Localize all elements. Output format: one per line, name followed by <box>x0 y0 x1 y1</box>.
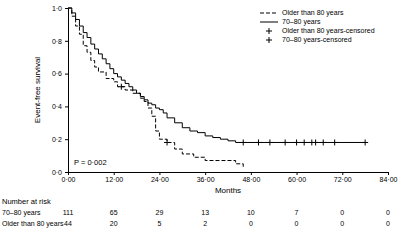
x-tick-label: 72·00 <box>334 176 352 183</box>
y-axis: 0·0 0·2 0·4 0·6 0·8 1·0 <box>52 5 69 176</box>
x-tick-mark <box>159 172 160 175</box>
legend-symbol <box>266 28 272 34</box>
x-tick-label: 60·00 <box>288 176 306 183</box>
x-tick-mark <box>251 172 252 175</box>
x-tick: 84·00 <box>380 172 398 183</box>
y-tick-label: 0·0 <box>52 169 62 176</box>
y-tick-label: 0·4 <box>52 103 62 110</box>
x-tick: 0·00 <box>61 172 75 183</box>
survival-curve <box>68 8 243 169</box>
y-axis-title: Event-free survival <box>33 57 42 123</box>
risk-row-label: 70–80 years <box>2 209 41 217</box>
risk-count: 0 <box>340 209 344 216</box>
risk-count: 13 <box>201 209 209 216</box>
risk-count: 0 <box>386 209 390 216</box>
y-tick-mark <box>65 139 68 140</box>
y-tick: 0·2 <box>52 136 68 143</box>
censor-mark <box>240 139 246 145</box>
x-tick-label: 24·00 <box>151 176 169 183</box>
legend-label: 70–80 years-censored <box>282 36 352 44</box>
risk-count: 111 <box>63 209 74 216</box>
censor-mark <box>362 139 368 145</box>
y-tick: 0·4 <box>52 103 68 110</box>
censor-mark <box>294 139 300 145</box>
x-tick-label: 36·00 <box>197 176 215 183</box>
x-axis: 0·00 12·00 24·00 36·00 48·00 60·00 72·00 84·00 <box>61 172 397 183</box>
x-tick: 36·00 <box>197 172 215 183</box>
censor-mark <box>332 139 338 145</box>
risk-count: 0 <box>295 220 299 227</box>
risk-table-title: Number at risk <box>2 197 51 206</box>
y-tick-label: 0·6 <box>52 70 62 77</box>
censor-mark <box>267 139 273 145</box>
censor-mark <box>255 139 261 145</box>
y-tick-label: 0·8 <box>52 38 62 45</box>
x-tick-mark <box>297 172 298 175</box>
x-tick-label: 12·00 <box>105 176 123 183</box>
legend-label: Older than 80 years <box>282 9 344 17</box>
risk-count: 0 <box>249 220 253 227</box>
x-axis-title: Months <box>215 186 241 195</box>
y-tick-mark <box>65 106 68 107</box>
risk-count: 0 <box>340 220 344 227</box>
risk-count: 44 <box>64 220 72 227</box>
x-tick: 72·00 <box>334 172 352 183</box>
y-tick: 0·6 <box>52 70 68 77</box>
x-tick: 48·00 <box>242 172 260 183</box>
legend-label: Older than 80 years-censored <box>282 27 375 35</box>
x-tick-label: 0·00 <box>61 176 75 183</box>
legend-label: 70–80 years <box>282 18 321 26</box>
x-tick-label: 84·00 <box>380 176 398 183</box>
x-tick-mark <box>342 172 343 175</box>
y-tick-mark <box>65 172 68 173</box>
plot: 0·0012·0024·0036·0048·0060·0072·0084·000… <box>33 5 398 195</box>
risk-count: 29 <box>156 209 164 216</box>
censor-mark <box>164 139 170 145</box>
risk-count: 65 <box>110 209 118 216</box>
y-tick: 1·0 <box>52 5 68 12</box>
y-axis-line <box>65 9 69 173</box>
censor-mark <box>118 84 124 90</box>
y-tick: 0·0 <box>52 169 68 176</box>
x-tick: 12·00 <box>105 172 123 183</box>
x-axis-line <box>69 173 389 176</box>
y-tick-label: 1·0 <box>52 5 62 12</box>
x-tick-mark <box>205 172 206 175</box>
y-tick-label: 0·2 <box>52 136 62 143</box>
censor-mark <box>313 139 319 145</box>
risk-count: 0 <box>386 220 390 227</box>
x-tick: 24·00 <box>151 172 169 183</box>
x-tick-label: 48·00 <box>242 176 260 183</box>
chart: 0·0012·0024·0036·0048·0060·0072·0084·000… <box>0 0 400 250</box>
legend-symbol <box>266 37 272 43</box>
risk-count: 2 <box>203 220 207 227</box>
x-tick-mark <box>114 172 115 175</box>
x-tick: 60·00 <box>288 172 306 183</box>
y-tick-mark <box>65 41 68 42</box>
risk-count: 10 <box>247 209 255 216</box>
annotation: P = 0·002 <box>74 158 107 167</box>
y-tick-mark <box>65 74 68 75</box>
risk-count: 5 <box>157 220 161 227</box>
risk-count: 7 <box>295 209 299 216</box>
legend-symbol <box>260 13 278 14</box>
legend-symbol <box>260 22 278 23</box>
legend: Older than 80 years70–80 yearsOlder than… <box>260 9 375 44</box>
x-tick-mark <box>388 172 389 175</box>
risk-count: 20 <box>110 220 118 227</box>
censor-mark <box>282 139 288 145</box>
y-tick: 0·8 <box>52 38 68 45</box>
risk-row-label: Older than 80 years <box>2 220 64 228</box>
censor-mark <box>301 139 307 145</box>
y-tick-mark <box>65 8 68 9</box>
risk-table: Number at risk 70–80 years 111 65 29 13 10 7 0 0 O… <box>2 197 390 228</box>
censor-mark <box>320 139 326 145</box>
